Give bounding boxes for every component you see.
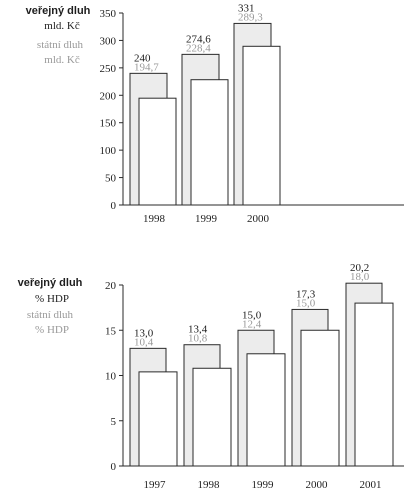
chart1-y-tick-label: 50 [105, 173, 117, 185]
chart1-axis-title: veřejný dluh mld. Kč státní dluh mld. Kč [26, 5, 91, 66]
chart1-y-tick-label: 100 [100, 145, 117, 157]
chart1-x-tick-label: 2000 [247, 213, 270, 225]
chart2-axis-title: veřejný dluh % HDP státní dluh % HDP [18, 277, 83, 336]
chart2-plot: 0510152013,010,4199713,410,8199815,012,4… [105, 262, 404, 491]
chart1-bar-statni-dluh [190, 79, 229, 206]
chart2-x-tick-label: 2000 [306, 479, 329, 491]
chart2-bar-statni-dluh [138, 371, 178, 467]
chart2-y-tick-label: 10 [105, 371, 117, 383]
chart1-x-tick-label: 1999 [195, 213, 218, 225]
chart2-x-tick-label: 1997 [144, 479, 167, 491]
chart1-bar-statni-dluh [138, 97, 177, 206]
chart2-x-tick-label: 1999 [252, 479, 275, 491]
chart2-value-label-verejny: 13,0 [134, 327, 154, 339]
chart2-y-tick-label: 20 [105, 280, 117, 292]
chart2-bar-statni-dluh [192, 367, 232, 467]
chart2-value-label-verejny: 13,4 [188, 324, 208, 336]
chart2-value-label-statni: 18,0 [350, 271, 370, 283]
chart2-bar-statni-dluh [300, 329, 340, 467]
chart2-value-label-verejny: 20,2 [350, 262, 369, 274]
chart2-ylabel2-line2: % HDP [35, 324, 69, 336]
chart1-y-tick-label: 200 [100, 90, 117, 102]
chart1-y-tick-label: 0 [111, 200, 117, 212]
chart2-value-label-verejny: 17,3 [296, 288, 316, 300]
chart1-ylabel-line1: veřejný dluh [26, 5, 91, 17]
chart2-value-label-statni: 10,4 [134, 336, 154, 348]
chart1-value-label-verejny: 274,6 [186, 33, 211, 45]
chart2-ylabel-line2: % HDP [35, 293, 69, 305]
chart1-y-tick-label: 300 [100, 35, 117, 47]
chart2-value-label-statni: 10,8 [188, 333, 208, 345]
chart1-value-label-statni: 194,7 [134, 61, 159, 73]
chart1-ylabel2-line2: mld. Kč [44, 54, 80, 66]
chart1-y-tick-label: 250 [100, 63, 117, 75]
chart2-bar-statni-dluh [246, 353, 286, 467]
chart1-y-tick-label: 350 [100, 8, 117, 20]
chart2-value-label-statni: 12,4 [242, 318, 262, 330]
chart2-ylabel-line1: veřejný dluh [18, 277, 83, 289]
chart2-x-tick-label: 2001 [360, 479, 382, 491]
chart1-y-tick-label: 150 [100, 118, 117, 130]
chart1-value-label-statni: 228,4 [186, 42, 211, 54]
chart1-bar-statni-dluh [242, 45, 281, 206]
chart1-ylabel-line2: mld. Kč [44, 20, 80, 32]
chart2-y-tick-label: 0 [111, 461, 117, 473]
chart1-value-label-verejny: 240 [134, 52, 151, 64]
chart2-value-label-statni: 15,0 [296, 297, 316, 309]
chart2-bar-statni-dluh [354, 302, 394, 467]
chart2-y-tick-label: 15 [105, 325, 117, 337]
chart1-value-label-statni: 289,3 [238, 11, 263, 23]
chart1-ylabel2-line1: státní dluh [37, 39, 84, 51]
chart2-value-label-verejny: 15,0 [242, 309, 262, 321]
chart1-value-label-verejny: 331 [238, 2, 255, 14]
chart2-y-tick-label: 5 [111, 416, 117, 428]
chart2-x-tick-label: 1998 [198, 479, 221, 491]
chart1-x-tick-label: 1998 [143, 213, 166, 225]
chart2-ylabel2-line1: státní dluh [27, 309, 74, 321]
